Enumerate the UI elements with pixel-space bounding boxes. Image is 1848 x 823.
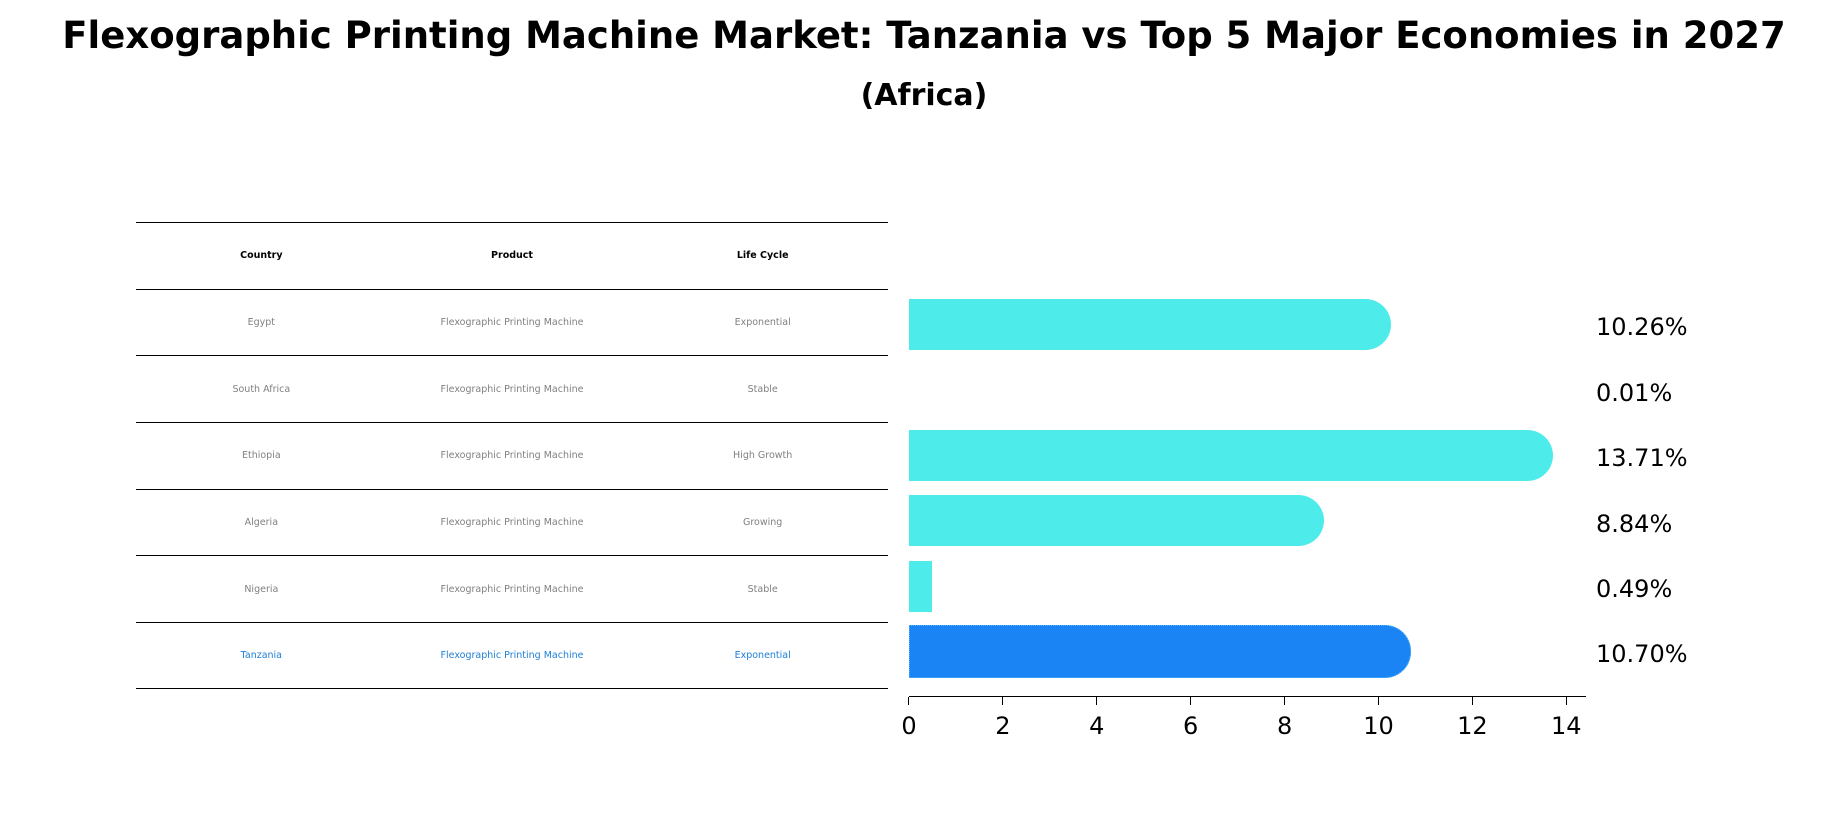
bar-value-label: 8.84% bbox=[1596, 509, 1673, 538]
x-axis-tick bbox=[1471, 697, 1473, 705]
cell-country: Egypt bbox=[247, 317, 276, 329]
bar-ethiopia bbox=[909, 429, 1553, 481]
bar-nigeria bbox=[909, 560, 932, 612]
bar-value-label: 10.26% bbox=[1596, 313, 1688, 341]
chart-title: Flexographic Printing Machine Market: Ta… bbox=[62, 14, 1786, 57]
cell-product: Flexographic Printing Machine bbox=[440, 317, 584, 329]
country-table: Country Product Life Cycle Egypt Flexogr… bbox=[136, 222, 888, 689]
cell-product: Flexographic Printing Machine bbox=[440, 583, 584, 595]
x-axis-tick bbox=[1283, 697, 1285, 705]
x-axis-tick bbox=[1002, 697, 1004, 705]
bar-algeria bbox=[909, 495, 1325, 546]
cell-life-cycle: High Growth bbox=[733, 450, 793, 462]
chart-subtitle: (Africa) bbox=[860, 78, 988, 113]
cell-life-cycle: Stable bbox=[747, 383, 778, 395]
x-axis-tick bbox=[1189, 697, 1191, 705]
x-axis-tick-label: 12 bbox=[1457, 712, 1488, 740]
cell-country: South Africa bbox=[232, 383, 291, 395]
cell-country: Algeria bbox=[244, 517, 279, 529]
bar-tanzania bbox=[909, 624, 1412, 678]
table-row: Ethiopia Flexographic Printing Machine H… bbox=[136, 422, 888, 489]
cell-product: Flexographic Printing Machine bbox=[440, 649, 584, 661]
x-axis-tick bbox=[1377, 697, 1379, 705]
table-row: South Africa Flexographic Printing Machi… bbox=[136, 355, 888, 422]
cell-life-cycle: Exponential bbox=[734, 649, 791, 661]
table-header-row: Country Product Life Cycle bbox=[136, 222, 888, 289]
cell-product: Flexographic Printing Machine bbox=[440, 517, 584, 529]
column-header-life-cycle: Life Cycle bbox=[736, 250, 789, 262]
x-axis-tick-label: 6 bbox=[1183, 712, 1199, 740]
x-axis-tick-label: 14 bbox=[1551, 712, 1582, 740]
bar-value-label: 0.01% bbox=[1596, 378, 1673, 407]
column-header-product: Product bbox=[491, 250, 533, 262]
x-axis-tick-label: 8 bbox=[1276, 712, 1293, 740]
bar-value-label: 13.71% bbox=[1596, 444, 1688, 472]
column-header-country: Country bbox=[240, 250, 283, 262]
cell-life-cycle: Stable bbox=[747, 583, 778, 595]
cell-country: Ethiopia bbox=[241, 450, 281, 462]
cell-product: Flexographic Printing Machine bbox=[440, 383, 584, 395]
x-axis-tick-label: 2 bbox=[995, 712, 1011, 740]
bar-value-label: 10.70% bbox=[1596, 640, 1688, 668]
table-row: Algeria Flexographic Printing Machine Gr… bbox=[136, 488, 888, 556]
cell-life-cycle: Growing bbox=[743, 517, 783, 529]
x-axis-line bbox=[909, 696, 1586, 697]
cell-country: Nigeria bbox=[244, 583, 279, 595]
table-row-highlighted: Tanzania Flexographic Printing Machine E… bbox=[136, 622, 888, 689]
x-axis-tick bbox=[908, 697, 910, 705]
x-axis-tick-label: 0 bbox=[901, 712, 917, 740]
cell-life-cycle: Exponential bbox=[734, 317, 791, 329]
cell-country: Tanzania bbox=[240, 649, 283, 661]
bar-egypt bbox=[909, 298, 1391, 350]
table-row: Egypt Flexographic Printing Machine Expo… bbox=[136, 288, 888, 356]
x-axis-tick-label: 10 bbox=[1363, 712, 1394, 740]
x-axis-tick-label: 4 bbox=[1089, 712, 1105, 740]
bar-value-label: 0.49% bbox=[1596, 575, 1673, 603]
x-axis-tick bbox=[1096, 697, 1098, 705]
table-row: Nigeria Flexographic Printing Machine St… bbox=[136, 555, 888, 622]
x-axis-tick bbox=[1565, 697, 1567, 705]
cell-product: Flexographic Printing Machine bbox=[440, 450, 584, 462]
